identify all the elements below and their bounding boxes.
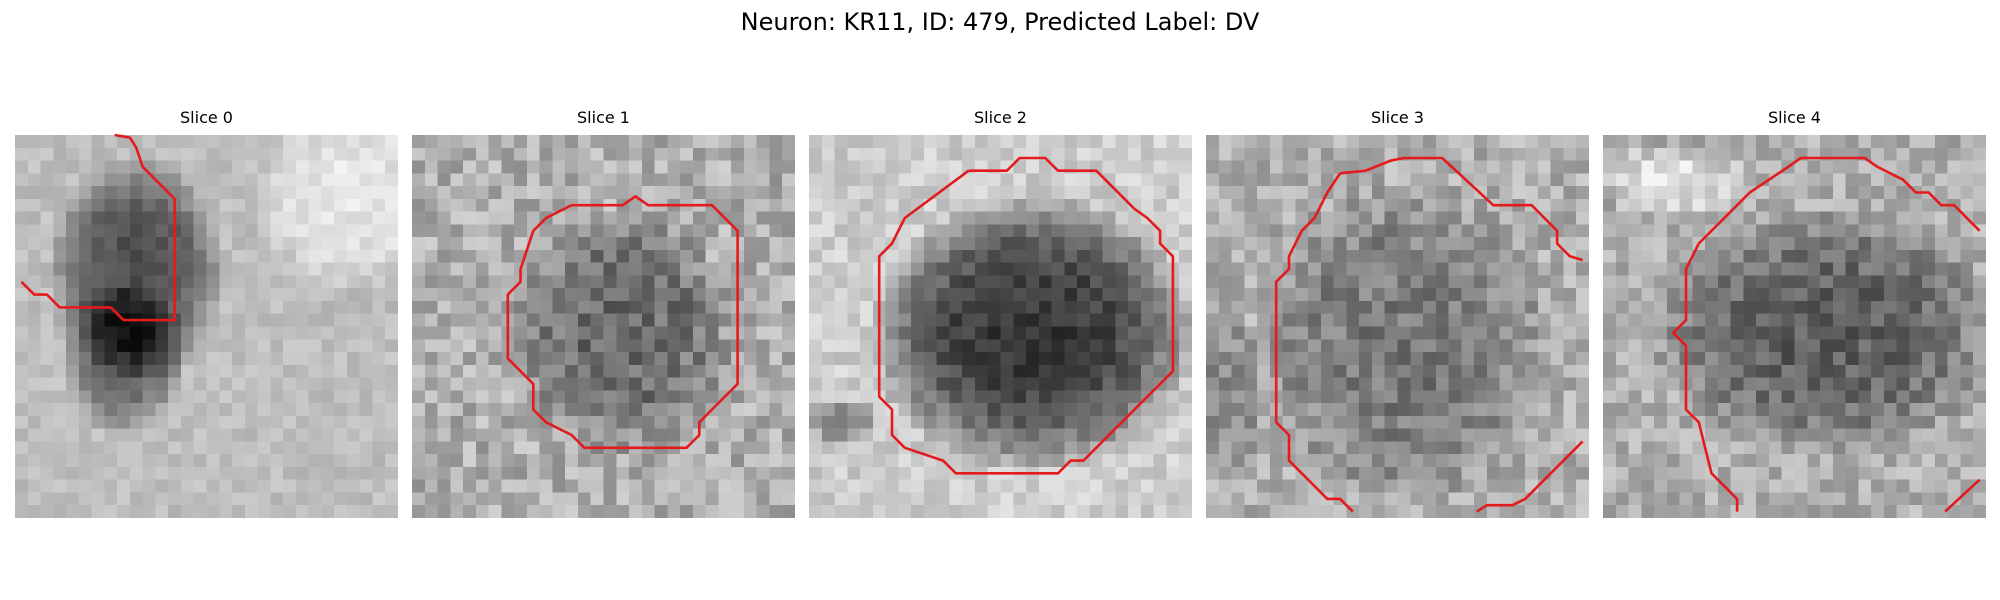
contour-line: [1274, 172, 1354, 513]
contour-line: [1339, 156, 1583, 262]
contour-line: [20, 133, 176, 322]
contour-line: [1697, 156, 1981, 245]
slice-panel-0: Slice 0: [15, 108, 398, 518]
slice-title: Slice 1: [577, 108, 630, 127]
segmentation-contour: [1671, 156, 1981, 513]
slice-panel-2: Slice 2: [809, 108, 1192, 518]
slice-image: [1206, 135, 1589, 518]
slice-image: [15, 135, 398, 518]
contour-line: [1944, 478, 1981, 513]
segmentation-contour: [1274, 156, 1584, 513]
slice-title: Slice 2: [974, 108, 1027, 127]
contour-line: [1476, 440, 1584, 513]
figure-title: Neuron: KR11, ID: 479, Predicted Label: …: [740, 8, 1260, 36]
slice-image: [809, 135, 1192, 518]
slice-panel-4: Slice 4: [1603, 108, 1986, 518]
segmentation-contour: [877, 156, 1175, 475]
slice-title: Slice 3: [1371, 108, 1424, 127]
segmentation-contour: [506, 194, 739, 450]
slice-image: [1603, 135, 1986, 518]
slice-panel-1: Slice 1: [412, 108, 795, 518]
slice-image: [412, 135, 795, 518]
slice-title: Slice 0: [180, 108, 233, 127]
segmentation-contour: [20, 133, 176, 322]
contour-line: [877, 156, 1175, 475]
contour-line: [1671, 242, 1739, 512]
contour-line: [506, 194, 739, 450]
slice-title: Slice 4: [1768, 108, 1821, 127]
slice-panel-3: Slice 3: [1206, 108, 1589, 518]
